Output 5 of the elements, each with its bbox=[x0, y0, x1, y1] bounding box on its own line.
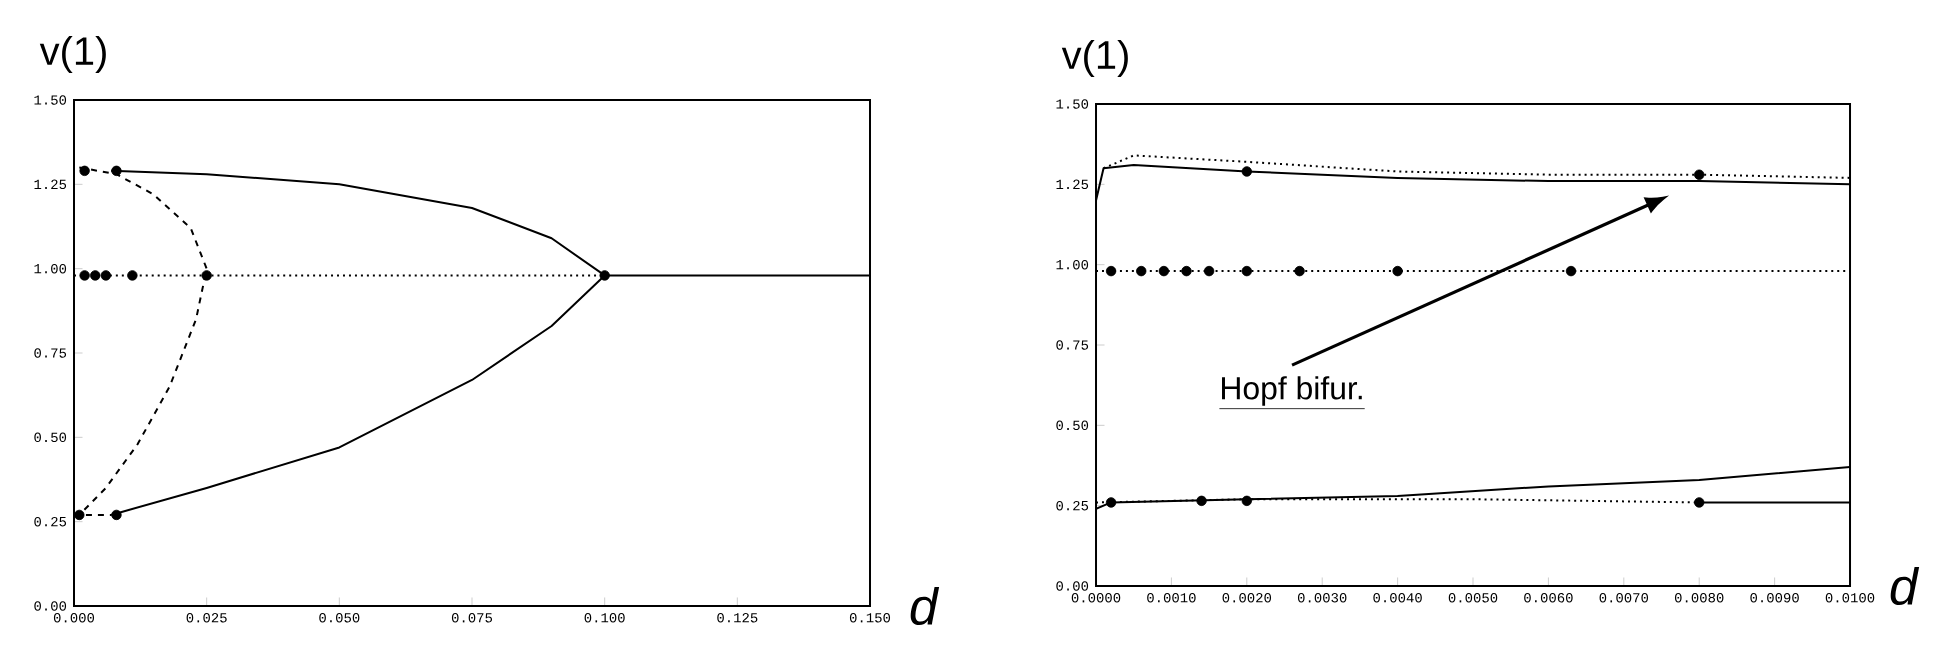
x-axis-title: d bbox=[910, 586, 940, 626]
y-axis-title: v(1) bbox=[39, 35, 106, 74]
y-axis-title: v(1) bbox=[1061, 39, 1128, 78]
annotation: Hopf bifur. bbox=[1222, 376, 1362, 406]
x-axis-title: d bbox=[1890, 566, 1920, 606]
